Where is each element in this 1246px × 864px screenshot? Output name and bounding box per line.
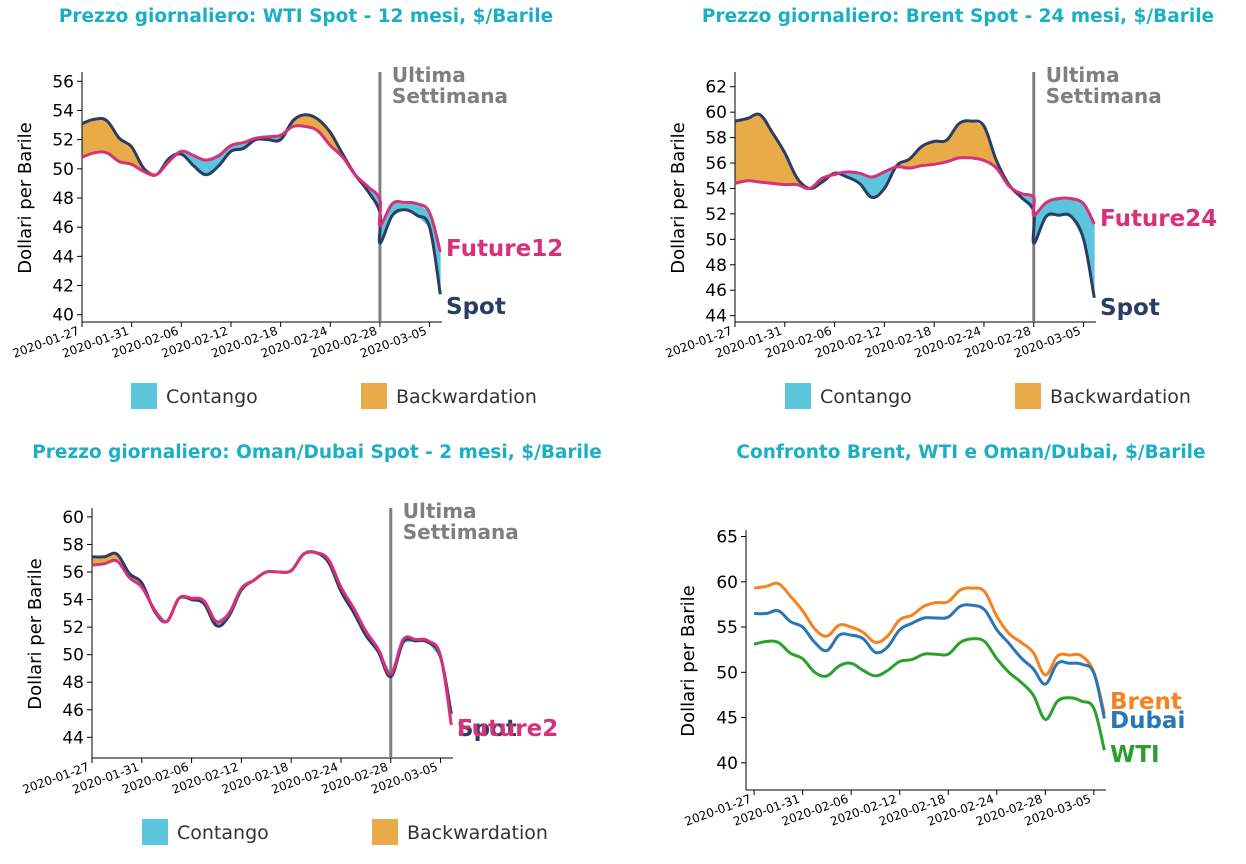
y-axis-label: Dollari per Barile xyxy=(15,122,36,274)
legend-label-backwardation: Backwardation xyxy=(1050,386,1191,408)
series-line-future2 xyxy=(91,550,453,726)
y-tick-label: 52 xyxy=(62,618,84,638)
series-line-wti xyxy=(753,637,1106,751)
series-line-future12 xyxy=(81,124,442,253)
backwardation-fill xyxy=(759,113,773,184)
y-tick-label: 56 xyxy=(705,154,727,174)
y-tick-label: 50 xyxy=(52,160,74,180)
y-tick-label: 54 xyxy=(62,591,84,611)
y-tick-label: 44 xyxy=(62,728,84,748)
y-tick-label: 54 xyxy=(52,101,74,121)
y-tick-label: 44 xyxy=(52,247,74,267)
legend-swatch-backwardation xyxy=(361,383,387,409)
y-tick-label: 50 xyxy=(716,663,738,683)
backwardation-fill xyxy=(734,118,748,184)
legend-label-contango: Contango xyxy=(820,386,912,408)
wti-panel: Prezzo giornaliero: WTI Spot - 12 mesi, … xyxy=(11,6,563,409)
dubai-panel: Prezzo giornaliero: Oman/Dubai Spot - 2 … xyxy=(21,442,602,845)
legend-swatch-backwardation xyxy=(372,819,398,845)
chart-title: Confronto Brent, WTI e Oman/Dubai, $/Bar… xyxy=(736,442,1205,463)
y-tick-label: 52 xyxy=(52,131,74,151)
series-end-label: Brent xyxy=(1110,689,1182,715)
y-tick-label: 40 xyxy=(716,754,738,774)
backwardation-fill xyxy=(933,139,947,165)
series-end-label: Future2 xyxy=(457,716,558,742)
series-line-spot xyxy=(81,113,442,295)
y-tick-label: 60 xyxy=(716,573,738,593)
y-tick-label: 52 xyxy=(705,205,727,225)
y-tick-label: 65 xyxy=(716,528,738,548)
backwardation-fill xyxy=(971,120,985,161)
legend-label-backwardation: Backwardation xyxy=(407,822,548,844)
y-tick-label: 55 xyxy=(716,618,738,638)
y-tick-label: 56 xyxy=(52,72,74,92)
backwardation-fill xyxy=(958,120,972,159)
series-line-future24 xyxy=(734,156,1096,225)
series-end-label: WTI xyxy=(1110,742,1160,768)
y-tick-label: 62 xyxy=(705,78,727,98)
series-end-label: Dubai xyxy=(1110,708,1185,734)
last-week-label: Settimana xyxy=(392,84,508,108)
last-week-label: Settimana xyxy=(403,520,519,544)
series-end-label: Spot xyxy=(446,294,506,320)
backwardation-fill xyxy=(81,118,95,158)
y-tick-label: 60 xyxy=(705,103,727,123)
last-week-label: Ultima xyxy=(1046,63,1120,87)
legend-swatch-backwardation xyxy=(1015,383,1041,409)
series-line-dubai xyxy=(754,603,1106,719)
y-axis-label: Dollari per Barile xyxy=(25,558,46,710)
backwardation-fill xyxy=(94,118,108,154)
chart-title: Prezzo giornaliero: WTI Spot - 12 mesi, … xyxy=(59,6,553,27)
chart-title: Prezzo giornaliero: Brent Spot - 24 mesi… xyxy=(702,6,1214,27)
legend-label-contango: Contango xyxy=(166,386,258,408)
y-tick-label: 40 xyxy=(52,306,74,326)
y-tick-label: 46 xyxy=(62,701,84,721)
last-week-label: Ultima xyxy=(392,63,466,87)
brent-panel: Prezzo giornaliero: Brent Spot - 24 mesi… xyxy=(664,6,1217,409)
y-tick-label: 44 xyxy=(705,307,727,327)
y-tick-label: 46 xyxy=(705,281,727,301)
legend-swatch-contango xyxy=(131,383,157,409)
series-end-label: Future24 xyxy=(1100,206,1217,232)
y-tick-label: 48 xyxy=(705,256,727,276)
y-axis-label: Dollari per Barile xyxy=(668,122,689,274)
y-tick-label: 60 xyxy=(62,508,84,528)
y-axis-label: Dollari per Barile xyxy=(678,585,699,737)
y-tick-label: 54 xyxy=(705,179,727,199)
y-tick-label: 50 xyxy=(62,646,84,666)
y-tick-label: 48 xyxy=(52,189,74,209)
y-tick-label: 58 xyxy=(705,129,727,149)
y-tick-label: 42 xyxy=(52,277,74,297)
series-line-spot xyxy=(91,550,453,715)
series-end-label: Future12 xyxy=(446,236,563,262)
series-end-label: Spot xyxy=(457,716,517,742)
y-tick-label: 56 xyxy=(62,563,84,583)
last-week-label: Settimana xyxy=(1046,84,1162,108)
y-tick-label: 46 xyxy=(52,218,74,238)
y-tick-label: 48 xyxy=(62,673,84,693)
series-end-label: Spot xyxy=(1100,295,1160,321)
y-tick-label: 50 xyxy=(705,230,727,250)
last-week-label: Ultima xyxy=(403,499,477,523)
comparison-panel: Confronto Brent, WTI e Oman/Dubai, $/Bar… xyxy=(678,442,1206,829)
legend-swatch-contango xyxy=(142,819,168,845)
backwardation-fill xyxy=(747,114,761,183)
legend-swatch-contango xyxy=(785,383,811,409)
series-line-brent xyxy=(753,581,1106,715)
series-line-spot xyxy=(734,112,1096,299)
chart-title: Prezzo giornaliero: Oman/Dubai Spot - 2 … xyxy=(32,442,602,463)
y-tick-label: 45 xyxy=(716,709,738,729)
legend-label-contango: Contango xyxy=(177,822,269,844)
legend-label-backwardation: Backwardation xyxy=(396,386,537,408)
y-tick-label: 58 xyxy=(62,535,84,555)
